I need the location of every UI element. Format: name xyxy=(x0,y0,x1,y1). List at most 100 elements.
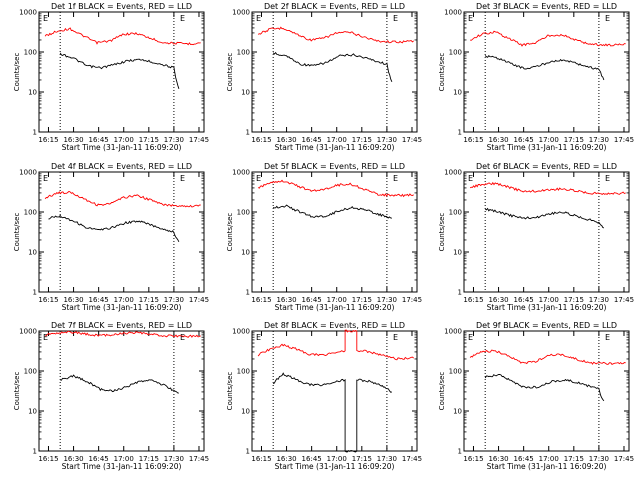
e-marker: E xyxy=(43,333,48,342)
x-axis-label: Start Time (31-Jan-11 16:09:20) xyxy=(275,143,395,152)
events-series-line xyxy=(272,372,393,453)
y-tick-label: 1000 xyxy=(232,9,250,17)
x-tick-label: 17:00 xyxy=(327,136,347,144)
x-tick-label: 17:15 xyxy=(139,136,159,144)
events-series-line xyxy=(48,214,180,243)
x-tick-label: 17:30 xyxy=(377,455,397,463)
x-tick-label: 17:00 xyxy=(114,136,134,144)
x-axis-label: Start Time (31-Jan-11 16:09:20) xyxy=(487,462,607,471)
e-marker: E xyxy=(256,333,261,342)
x-tick-label: 17:45 xyxy=(402,136,422,144)
lld-series-line xyxy=(469,349,626,365)
y-axis-label: Counts/sec xyxy=(13,213,21,252)
x-tick-label: 17:00 xyxy=(114,455,134,463)
chart-title: Det 2f BLACK = Events, RED = LLD xyxy=(264,2,405,11)
x-tick-label: 17:00 xyxy=(539,296,559,304)
x-tick-label: 16:30 xyxy=(488,296,508,304)
plot-frame xyxy=(463,330,630,452)
x-tick-label: 16:15 xyxy=(251,136,271,144)
y-tick-label: 1 xyxy=(458,448,462,456)
e-marker: E xyxy=(43,14,48,23)
x-tick-label: 17:30 xyxy=(164,296,184,304)
chart-title: Det 4f BLACK = Events, RED = LLD xyxy=(51,162,192,171)
e-marker: E xyxy=(393,14,398,23)
events-series-line xyxy=(59,52,180,89)
y-tick-label: 100 xyxy=(449,209,462,217)
y-tick-label: 1000 xyxy=(444,169,462,177)
e-marker: E xyxy=(468,174,473,183)
e-marker: E xyxy=(468,14,473,23)
x-tick-label: 16:15 xyxy=(251,296,271,304)
x-tick-label: 16:15 xyxy=(38,136,58,144)
x-tick-label: 16:15 xyxy=(38,296,58,304)
chart-panel-8: Det 8f BLACK = Events, RED = LLD 1 10 100 10… xyxy=(226,321,422,471)
x-axis-label: Start Time (31-Jan-11 16:09:20) xyxy=(487,143,607,152)
x-tick-label: 16:45 xyxy=(514,296,534,304)
y-tick-label: 10 xyxy=(241,249,250,257)
y-tick-label: 10 xyxy=(453,89,462,97)
y-axis-label: Counts/sec xyxy=(226,53,234,92)
x-tick-label: 16:45 xyxy=(514,136,534,144)
e-marker: E xyxy=(468,333,473,342)
e-marker: E xyxy=(605,174,610,183)
plot-frame xyxy=(463,11,630,133)
y-tick-label: 1000 xyxy=(232,328,250,336)
events-series-line xyxy=(484,207,605,229)
plot-frame xyxy=(251,330,418,452)
y-tick-label: 10 xyxy=(453,249,462,257)
e-marker: E xyxy=(256,174,261,183)
y-tick-label: 1 xyxy=(33,289,37,297)
y-tick-label: 1 xyxy=(246,129,250,137)
events-series-line xyxy=(272,51,393,82)
x-tick-label: 16:30 xyxy=(63,455,83,463)
x-axis-label: Start Time (31-Jan-11 16:09:20) xyxy=(275,303,395,312)
e-marker: E xyxy=(180,333,185,342)
x-tick-label: 16:45 xyxy=(89,455,109,463)
e-marker: E xyxy=(180,14,185,23)
chart-title: Det 6f BLACK = Events, RED = LLD xyxy=(476,162,617,171)
y-tick-label: 100 xyxy=(24,49,37,57)
y-tick-label: 100 xyxy=(24,209,37,217)
x-tick-label: 17:00 xyxy=(327,455,347,463)
x-tick-label: 17:30 xyxy=(164,455,184,463)
chart-title: Det 3f BLACK = Events, RED = LLD xyxy=(476,2,617,11)
x-tick-label: 17:00 xyxy=(539,455,559,463)
y-tick-label: 100 xyxy=(449,368,462,376)
chart-panel-4: Det 4f BLACK = Events, RED = LLD 1 10 100 10… xyxy=(13,162,209,312)
y-axis-label: Counts/sec xyxy=(438,213,446,252)
y-tick-label: 10 xyxy=(28,408,37,416)
lld-series-line xyxy=(45,330,201,338)
x-tick-label: 17:00 xyxy=(114,296,134,304)
plot-frame xyxy=(38,11,205,133)
x-tick-label: 17:15 xyxy=(564,136,584,144)
lld-series-line xyxy=(257,179,414,198)
x-axis-label: Start Time (31-Jan-11 16:09:20) xyxy=(62,303,182,312)
x-tick-label: 16:30 xyxy=(276,296,296,304)
x-tick-label: 17:30 xyxy=(377,136,397,144)
chart-title: Det 7f BLACK = Events, RED = LLD xyxy=(51,321,192,330)
x-tick-label: 16:30 xyxy=(488,455,508,463)
x-tick-label: 16:45 xyxy=(514,455,534,463)
x-tick-label: 17:30 xyxy=(589,136,609,144)
x-tick-label: 16:15 xyxy=(463,455,483,463)
y-tick-label: 1000 xyxy=(444,328,462,336)
y-tick-label: 10 xyxy=(28,249,37,257)
x-axis-label: Start Time (31-Jan-11 16:09:20) xyxy=(62,143,182,152)
y-tick-label: 1000 xyxy=(19,328,37,336)
x-tick-label: 17:45 xyxy=(402,455,422,463)
x-tick-label: 17:15 xyxy=(352,455,372,463)
chart-title: Det 8f BLACK = Events, RED = LLD xyxy=(264,321,405,330)
x-tick-label: 17:15 xyxy=(139,296,159,304)
y-tick-label: 1 xyxy=(246,289,250,297)
chart-panel-7: Det 7f BLACK = Events, RED = LLD 1 10 100 10… xyxy=(13,321,209,471)
y-axis-label: Counts/sec xyxy=(226,213,234,252)
chart-panel-3: Det 3f BLACK = Events, RED = LLD 1 10 100 10… xyxy=(438,2,634,152)
y-tick-label: 1 xyxy=(246,448,250,456)
e-marker: E xyxy=(605,333,610,342)
y-tick-label: 100 xyxy=(24,368,37,376)
plot-frame xyxy=(251,11,418,133)
x-tick-label: 16:30 xyxy=(276,136,296,144)
x-tick-label: 16:45 xyxy=(302,136,322,144)
y-tick-label: 10 xyxy=(241,89,250,97)
